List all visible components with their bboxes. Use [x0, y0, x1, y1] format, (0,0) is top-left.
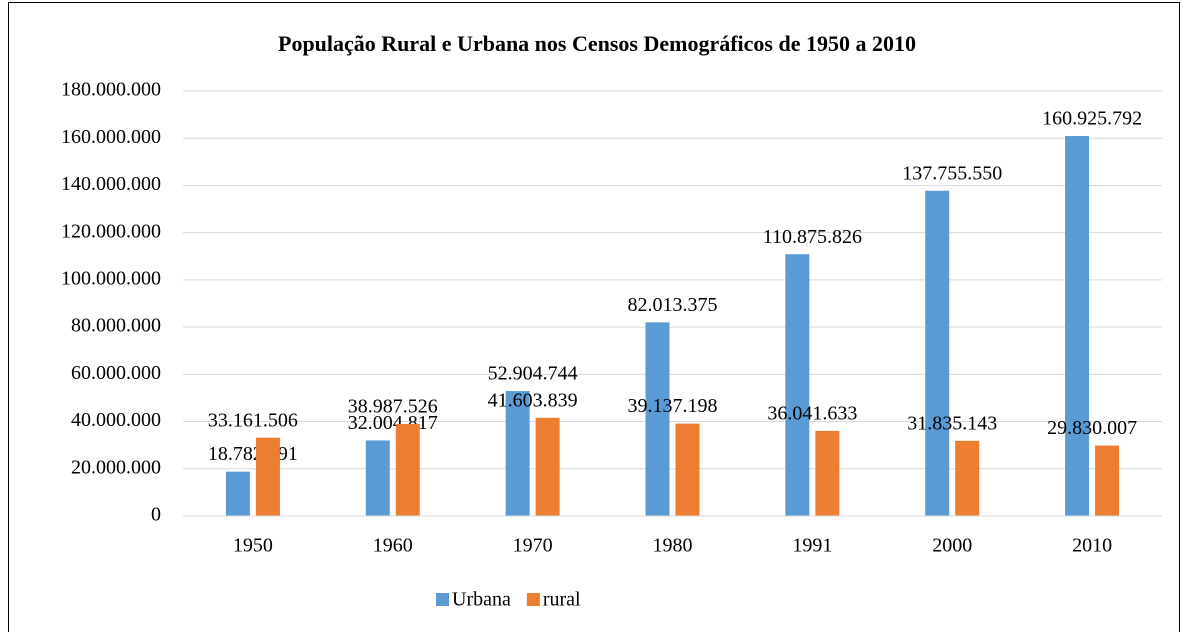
y-tick-label: 100.000.000 — [61, 267, 161, 289]
bar — [1065, 136, 1090, 517]
y-tick-label: 0 — [151, 504, 161, 526]
chart-title: População Rural e Urbana nos Censos Demo… — [278, 31, 916, 56]
data-label: 110.875.826 — [763, 226, 862, 248]
data-label: 33.161.506 — [208, 409, 298, 431]
y-tick-label: 40.000.000 — [71, 409, 161, 431]
data-label: 36.041.633 — [767, 402, 857, 424]
y-tick-label: 140.000.000 — [61, 173, 161, 195]
legend-label: rural — [543, 589, 581, 611]
bar — [645, 322, 670, 516]
y-tick-label: 80.000.000 — [71, 315, 161, 337]
y-tick-label: 60.000.000 — [71, 362, 161, 384]
x-tick-label: 2000 — [932, 535, 972, 557]
bar — [225, 471, 250, 516]
bar — [815, 430, 840, 516]
y-tick-label: 180.000.000 — [61, 79, 161, 101]
bar — [535, 417, 560, 516]
bar — [785, 254, 810, 517]
x-tick-label: 2010 — [1072, 535, 1112, 557]
y-tick-label: 120.000.000 — [61, 220, 161, 242]
bar — [505, 391, 530, 516]
bar — [675, 423, 700, 516]
y-tick-label: 160.000.000 — [61, 126, 161, 148]
chart-border — [8, 2, 1180, 632]
data-label: 38.987.526 — [348, 396, 438, 418]
bar — [365, 440, 390, 516]
bar — [1095, 445, 1120, 516]
y-tick-label: 20.000.000 — [71, 456, 161, 478]
legend-label: Urbana — [452, 589, 511, 611]
data-label: 160.925.792 — [1042, 108, 1142, 130]
bar — [255, 437, 280, 516]
x-tick-label: 1960 — [373, 535, 413, 557]
data-label: 18.782.891 — [208, 443, 298, 465]
x-tick-label: 1991 — [792, 535, 832, 557]
data-label: 39.137.198 — [628, 395, 718, 417]
bar — [955, 440, 980, 516]
x-tick-label: 1970 — [513, 535, 553, 557]
x-tick-label: 1950 — [233, 535, 273, 557]
data-label: 29.830.007 — [1047, 417, 1137, 439]
bar — [395, 423, 420, 516]
legend-swatch — [526, 593, 540, 606]
data-label: 82.013.375 — [628, 294, 718, 316]
data-label: 41.603.839 — [488, 389, 578, 411]
data-label: 31.835.143 — [907, 412, 997, 434]
legend-swatch — [436, 593, 449, 606]
bar — [925, 190, 950, 516]
x-tick-label: 1980 — [653, 535, 693, 557]
data-label: 137.755.550 — [902, 162, 1002, 184]
data-label: 52.904.744 — [488, 363, 578, 385]
